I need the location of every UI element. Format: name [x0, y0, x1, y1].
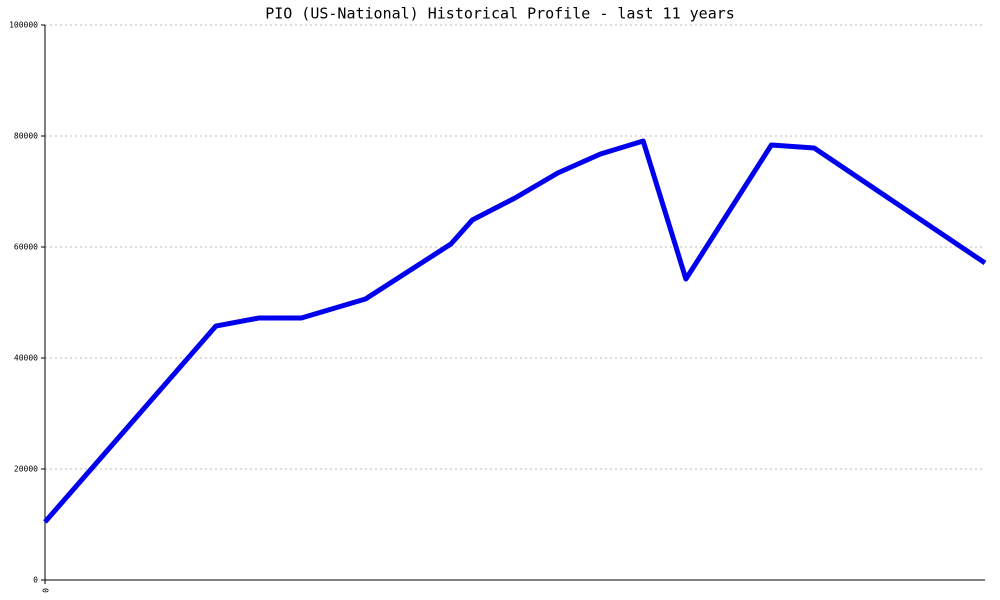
y-tick-label: 0	[33, 576, 38, 585]
y-tick-label: 40000	[14, 354, 38, 363]
y-tick-label: 100000	[9, 21, 38, 30]
y-tick-label: 60000	[14, 243, 38, 252]
chart-title: PIO (US-National) Historical Profile - l…	[265, 5, 735, 23]
x-tick-label: 0	[41, 588, 50, 593]
y-tick-label: 80000	[14, 132, 38, 141]
y-tick-label: 20000	[14, 465, 38, 474]
data-line	[43, 138, 987, 524]
